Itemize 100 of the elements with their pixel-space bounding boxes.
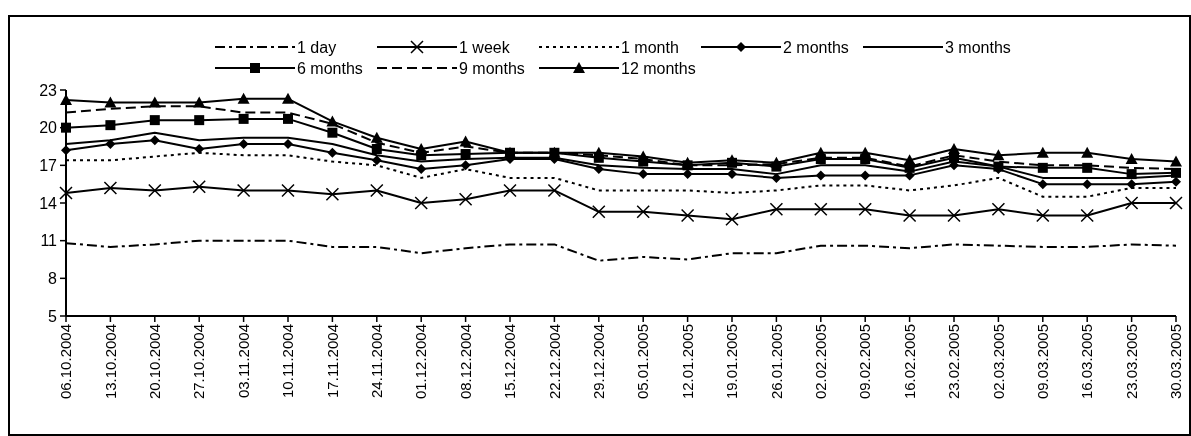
y-tick-label: 5 <box>48 307 58 325</box>
point <box>1125 153 1138 165</box>
point <box>1036 146 1049 158</box>
point <box>991 202 1006 217</box>
point <box>1081 146 1094 158</box>
x-tick-label: 27.10.2004 <box>190 324 208 400</box>
legend-label: 2 months <box>783 38 849 56</box>
legend-label: 1 month <box>621 38 679 56</box>
x-tick-label: 15.12.2004 <box>501 324 519 400</box>
point <box>902 208 917 223</box>
point <box>503 183 517 198</box>
point <box>592 205 606 219</box>
point <box>282 92 294 104</box>
point <box>61 145 71 156</box>
point <box>769 202 784 217</box>
y-tick-label: 8 <box>48 269 58 287</box>
x-tick-label: 12.01.2005 <box>678 324 696 400</box>
point <box>460 149 471 160</box>
point <box>103 181 118 195</box>
point <box>237 92 250 104</box>
x-tick-label: 22.12.2004 <box>545 324 563 400</box>
point <box>148 183 162 198</box>
point <box>193 96 206 108</box>
point <box>104 96 117 108</box>
point <box>192 179 206 194</box>
point <box>858 202 872 217</box>
point <box>859 146 872 158</box>
point <box>283 113 293 124</box>
point <box>637 150 650 162</box>
point <box>281 183 295 198</box>
point <box>860 170 871 181</box>
point <box>327 147 338 158</box>
point <box>814 202 828 217</box>
point <box>682 169 693 180</box>
legend-label: 1 week <box>459 38 511 56</box>
x-tick-label: 02.03.2005 <box>989 324 1007 400</box>
point <box>680 208 695 223</box>
x-tick-label: 23.02.2005 <box>945 324 963 400</box>
point <box>1169 196 1183 210</box>
point <box>770 156 783 168</box>
point <box>1080 208 1094 223</box>
point <box>149 135 160 146</box>
point <box>148 96 161 108</box>
point <box>1124 196 1139 210</box>
point <box>325 187 340 201</box>
x-tick-label: 03.11.2004 <box>234 324 252 398</box>
point <box>947 208 961 223</box>
point <box>1082 179 1093 190</box>
point <box>415 143 428 155</box>
point <box>681 156 694 168</box>
point <box>236 183 251 198</box>
point <box>593 164 604 175</box>
point <box>636 205 650 219</box>
x-tick-label: 23.03.2005 <box>1122 324 1140 400</box>
point <box>1037 179 1048 190</box>
point <box>771 172 782 183</box>
point <box>59 186 73 200</box>
x-tick-label: 30.03.2005 <box>1167 324 1185 400</box>
x-tick-label: 19.01.2005 <box>723 324 741 400</box>
point <box>370 183 384 198</box>
point <box>1037 162 1048 173</box>
x-tick-label: 09.02.2005 <box>856 324 874 400</box>
point <box>327 127 338 138</box>
point <box>238 113 249 124</box>
legend-label: 3 months <box>945 38 1011 56</box>
x-tick-label: 06.10.2004 <box>57 324 75 400</box>
x-tick-label: 13.10.2004 <box>101 324 119 400</box>
point <box>992 149 1005 161</box>
point <box>416 164 427 175</box>
point <box>592 146 605 158</box>
x-tick-label: 08.12.2004 <box>456 324 474 400</box>
point <box>815 170 826 181</box>
legend-label: 12 months <box>621 59 696 77</box>
x-tick-label: 05.01.2005 <box>634 324 652 400</box>
x-tick-label: 10.11.2004 <box>279 324 297 398</box>
point <box>727 169 737 180</box>
point <box>194 115 205 126</box>
point <box>1171 176 1181 187</box>
point <box>1082 162 1093 173</box>
point <box>547 183 562 198</box>
point <box>948 143 960 155</box>
point <box>814 146 827 158</box>
x-tick-label: 09.03.2005 <box>1034 324 1052 400</box>
point <box>371 144 382 155</box>
x-tick-label: 16.03.2005 <box>1078 324 1096 400</box>
y-tick-label: 17 <box>39 156 58 174</box>
point <box>238 138 249 149</box>
point <box>458 192 473 206</box>
legend-label: 9 months <box>459 59 525 77</box>
x-tick-label: 26.01.2005 <box>767 324 785 400</box>
x-tick-label: 02.02.2005 <box>812 324 830 400</box>
point <box>1036 208 1050 223</box>
point <box>105 120 116 131</box>
x-tick-label: 01.12.2004 <box>412 324 430 400</box>
point <box>105 138 116 149</box>
legend-label: 1 day <box>297 38 337 56</box>
point <box>194 144 205 155</box>
point <box>1126 169 1137 180</box>
point <box>414 196 428 210</box>
x-tick-label: 29.12.2004 <box>590 324 608 400</box>
